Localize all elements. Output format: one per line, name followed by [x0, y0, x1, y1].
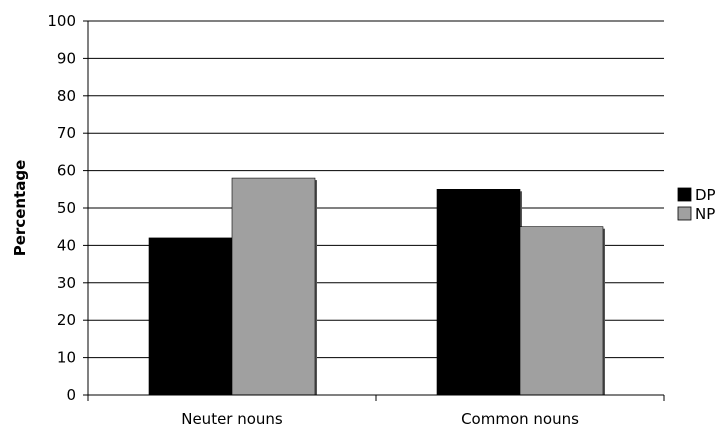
y-tick-label: 60 — [57, 162, 76, 180]
x-category-label: Neuter nouns — [181, 410, 283, 428]
x-category-label: Common nouns — [461, 410, 579, 428]
y-tick-label: 30 — [57, 274, 76, 292]
legend-label-dp: DP — [695, 186, 716, 204]
legend-label-np: NP — [695, 205, 715, 223]
y-tick-label: 100 — [47, 12, 76, 30]
y-tick-label: 50 — [57, 199, 76, 217]
legend-swatch-np — [677, 206, 692, 221]
y-tick-label: 80 — [57, 87, 76, 105]
y-tick-label: 10 — [57, 349, 76, 367]
bar-np-neuter-nouns — [231, 177, 316, 396]
y-tick-label: 70 — [57, 124, 76, 142]
y-tick-labels: 0 10 20 30 40 50 60 70 80 90 100 — [47, 12, 76, 404]
bar-np-common-nouns — [519, 226, 604, 396]
y-tick-label: 40 — [57, 236, 76, 254]
bar-dp-neuter-nouns — [148, 237, 233, 396]
x-category-labels: Neuter nouns Common nouns — [181, 410, 579, 428]
axes — [83, 20, 665, 401]
y-tick-label: 0 — [66, 386, 76, 404]
y-tick-label: 20 — [57, 311, 76, 329]
bars — [148, 177, 605, 396]
y-tick-label: 90 — [57, 49, 76, 67]
y-axis-title: Percentage — [11, 160, 29, 257]
bar-dp-common-nouns — [436, 189, 521, 396]
legend-swatch-dp — [677, 187, 692, 202]
